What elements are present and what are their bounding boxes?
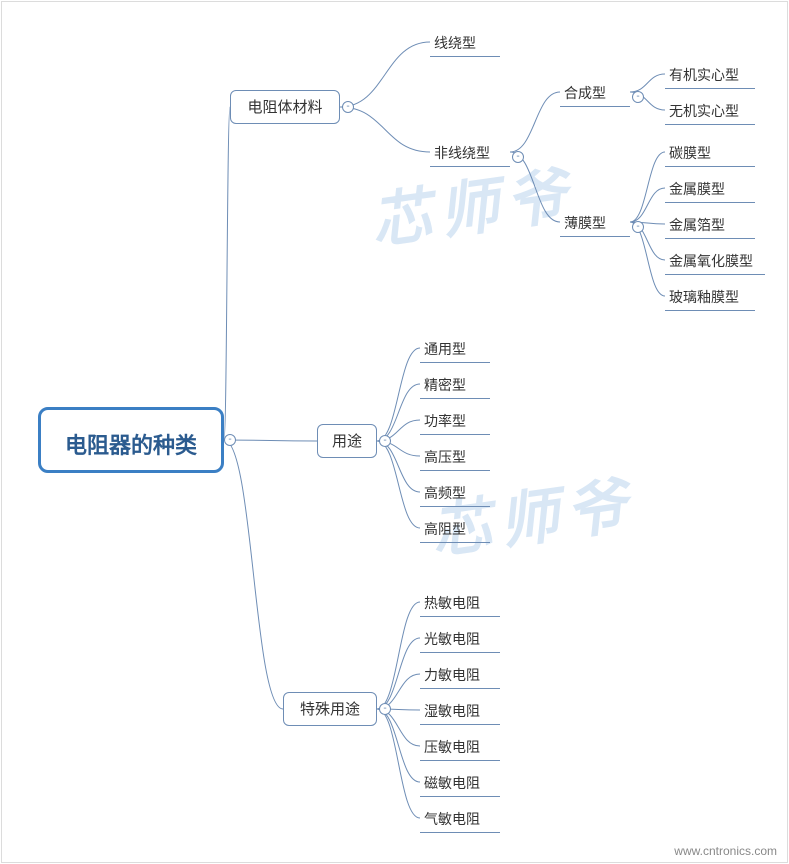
leaf-use-4[interactable]: 高频型 <box>420 480 490 507</box>
toggle-icon-3[interactable]: - <box>379 703 391 715</box>
branch-special[interactable]: 特殊用途 <box>283 692 377 726</box>
root-node[interactable]: 电阻器的种类 <box>38 407 224 473</box>
leaf-special-5[interactable]: 磁敏电阻 <box>420 770 500 797</box>
leaf-use-3[interactable]: 高压型 <box>420 444 490 471</box>
leaf-use-1[interactable]: 精密型 <box>420 372 490 399</box>
leaf-use-2[interactable]: 功率型 <box>420 408 490 435</box>
leaf-film-2[interactable]: 金属箔型 <box>665 212 755 239</box>
sub-nonwire[interactable]: 非线绕型 <box>430 140 510 167</box>
leaf-film-0[interactable]: 碳膜型 <box>665 140 755 167</box>
subsub-synth[interactable]: 合成型 <box>560 80 630 107</box>
footer-url: www.cntronics.com <box>674 844 777 858</box>
leaf-film-1[interactable]: 金属膜型 <box>665 176 755 203</box>
leaf-film-3[interactable]: 金属氧化膜型 <box>665 248 765 275</box>
leaf-film-4[interactable]: 玻璃釉膜型 <box>665 284 755 311</box>
branch-use[interactable]: 用途 <box>317 424 377 458</box>
watermark-2: 芯师爷 <box>425 456 639 571</box>
toggle-icon-4[interactable]: - <box>512 151 524 163</box>
leaf-special-2[interactable]: 力敏电阻 <box>420 662 500 689</box>
leaf-synth-0[interactable]: 有机实心型 <box>665 62 755 89</box>
toggle-icon-0[interactable]: - <box>224 434 236 446</box>
toggle-icon-2[interactable]: - <box>379 435 391 447</box>
leaf-special-1[interactable]: 光敏电阻 <box>420 626 500 653</box>
leaf-special-6[interactable]: 气敏电阻 <box>420 806 500 833</box>
leaf-mat-0[interactable]: 线绕型 <box>430 30 500 57</box>
toggle-icon-1[interactable]: - <box>342 101 354 113</box>
toggle-icon-5[interactable]: - <box>632 91 644 103</box>
leaf-use-0[interactable]: 通用型 <box>420 336 490 363</box>
branch-mat[interactable]: 电阻体材料 <box>230 90 340 124</box>
toggle-icon-6[interactable]: - <box>632 221 644 233</box>
leaf-special-0[interactable]: 热敏电阻 <box>420 590 500 617</box>
mindmap-canvas: 芯师爷 芯师爷 电阻器的种类电阻体材料线绕型非线绕型合成型有机实心型无机实心型薄… <box>0 0 789 864</box>
leaf-special-3[interactable]: 湿敏电阻 <box>420 698 500 725</box>
leaf-special-4[interactable]: 压敏电阻 <box>420 734 500 761</box>
leaf-use-5[interactable]: 高阻型 <box>420 516 490 543</box>
leaf-synth-1[interactable]: 无机实心型 <box>665 98 755 125</box>
subsub-film[interactable]: 薄膜型 <box>560 210 630 237</box>
